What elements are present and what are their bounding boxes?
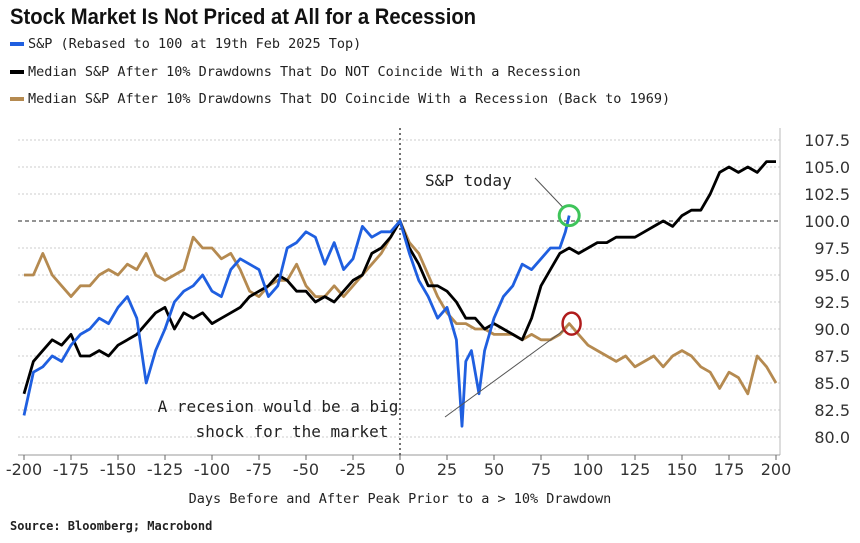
legend-item-no-recession: Median S&P After 10% Drawdowns That Do N… [10,64,581,80]
x-axis-label: Days Before and After Peak Prior to a > … [189,491,612,507]
legend-item-recession: Median S&P After 10% Drawdowns That DO C… [10,91,670,107]
x-tick-label: -50 [293,460,319,479]
x-tick-label: 200 [761,460,792,479]
x-tick-label: -200 [6,460,42,479]
x-tick-label: 100 [573,460,604,479]
chart-title: Stock Market Is Not Priced at All for a … [10,4,477,29]
legend-label: Median S&P After 10% Drawdowns That Do N… [28,64,581,80]
y-tick-label: 97.5 [814,239,850,258]
annotation-recession-line: A recesion would be a big [158,397,399,416]
y-tick-label: 80.0 [814,428,850,447]
legend-item-sp: S&P (Rebased to 100 at 19th Feb 2025 Top… [10,36,361,52]
y-tick-label: 92.5 [814,293,850,312]
y-tick-label: 82.5 [814,401,850,420]
legend-label: Median S&P After 10% Drawdowns That DO C… [28,91,671,107]
x-tick-label: -25 [340,460,366,479]
x-tick-label: -125 [147,460,183,479]
y-tick-label: 105.0 [804,158,850,177]
x-tick-label: 75 [531,460,551,479]
legend-swatch [10,70,24,74]
y-tick-label: 107.5 [804,131,850,150]
y-tick-label: 85.0 [814,374,850,393]
x-tick-label: 125 [620,460,651,479]
y-tick-label: 87.5 [814,347,850,366]
source-note: Source: Bloomberg; Macrobond [10,519,213,533]
x-tick-label: -175 [53,460,89,479]
series-line-0 [22,215,571,428]
x-tick-label: 25 [437,460,457,479]
y-tick-label: 102.5 [804,185,850,204]
legend-swatch [10,42,24,46]
x-tick-label: -150 [100,460,136,479]
annotation-leader-line [534,177,564,208]
legend-swatch [10,97,24,101]
x-tick-label: 150 [667,460,698,479]
annotation-recession-line: shock for the market [196,422,389,441]
x-tick-label: 0 [395,460,405,479]
y-tick-label: 90.0 [814,320,850,339]
recession-circle [561,311,582,336]
sp-today-circle [557,204,581,228]
series-line-2 [24,219,778,396]
y-tick-label: 100.0 [804,212,850,231]
annotation-sp-today: S&P today [425,171,512,190]
x-tick-label: -75 [246,460,272,479]
x-tick-label: 175 [714,460,745,479]
x-tick-label: 50 [484,460,504,479]
y-tick-label: 95.0 [814,266,850,285]
annotation-leader-line [444,329,565,418]
legend-label: S&P (Rebased to 100 at 19th Feb 2025 Top… [28,36,362,52]
x-tick-label: -100 [194,460,230,479]
